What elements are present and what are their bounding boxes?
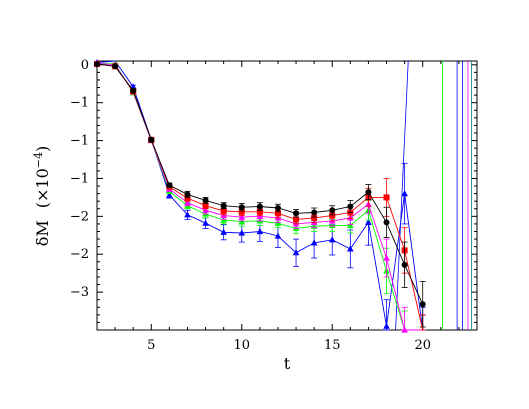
y-axis-title: δM (×10−4)	[32, 146, 52, 247]
data-point	[112, 63, 119, 70]
x-axis-title: t	[284, 354, 291, 373]
y-tick-label: −2	[70, 209, 89, 224]
data-point	[401, 190, 408, 197]
data-point	[383, 254, 390, 261]
y-tick-label: −1	[70, 134, 89, 149]
data-point	[292, 249, 300, 256]
x-tick-label: 20	[414, 338, 431, 353]
data-point	[238, 213, 246, 220]
data-point	[365, 189, 372, 196]
data-point	[311, 214, 318, 221]
y-tick-label: −1	[70, 171, 89, 186]
data-point	[365, 218, 372, 225]
data-point	[347, 203, 354, 210]
data-point	[274, 205, 281, 212]
data-point	[383, 194, 390, 201]
data-point	[94, 61, 100, 68]
series-line	[96, 60, 424, 331]
series-group	[93, 59, 426, 333]
data-point	[184, 199, 191, 206]
data-point	[419, 301, 426, 308]
data-point	[274, 232, 282, 239]
data-point	[220, 202, 227, 209]
plot-frame	[96, 60, 478, 331]
y-axis-title-unit: (×10	[33, 168, 52, 208]
data-point	[202, 219, 209, 226]
data-point	[220, 228, 227, 235]
data-point	[256, 208, 263, 215]
y-tick-label: −1	[70, 96, 89, 111]
data-point	[274, 210, 281, 217]
series-group	[94, 61, 426, 331]
data-point	[256, 227, 264, 235]
x-tick-label: 10	[233, 338, 250, 353]
y-axis-title-main: δM	[33, 220, 52, 246]
data-point	[184, 191, 191, 198]
data-point	[184, 195, 191, 202]
series-group	[94, 61, 426, 328]
data-point	[184, 211, 191, 218]
data-point	[238, 208, 245, 215]
data-point	[202, 197, 209, 204]
data-point	[401, 326, 408, 333]
y-tick-label: −2	[70, 247, 89, 262]
data-point	[383, 322, 390, 329]
y-axis-title-exp: −4	[32, 152, 45, 168]
data-point	[347, 245, 354, 252]
x-tick-label: 15	[324, 338, 341, 353]
data-point	[310, 239, 318, 246]
series-group	[93, 58, 426, 331]
data-point	[202, 206, 209, 213]
series-line	[96, 62, 423, 331]
series-line	[96, 62, 423, 331]
data-point	[238, 229, 246, 236]
series-group	[93, 59, 426, 331]
data-point	[293, 216, 300, 223]
data-series	[93, 58, 426, 333]
x-tick-label: 5	[147, 338, 155, 353]
data-point	[328, 236, 336, 243]
data-point	[329, 207, 336, 214]
data-point	[401, 261, 408, 268]
data-point	[166, 191, 173, 198]
data-point	[220, 208, 227, 215]
y-axis-title-close: )	[33, 146, 52, 152]
data-point	[166, 182, 173, 189]
series-line	[96, 63, 424, 331]
data-point	[202, 202, 209, 209]
data-point	[238, 204, 245, 211]
data-point	[148, 136, 155, 143]
y-tick-label: −3	[70, 285, 89, 300]
data-point	[383, 219, 390, 226]
axis-ticks: 5 10 15 20 0 −1 −1 −1 −2 −2 −3	[70, 58, 478, 353]
series-line	[96, 63, 424, 305]
data-point	[293, 210, 300, 217]
data-point	[311, 209, 318, 216]
data-point	[329, 212, 336, 219]
y-tick-label: 0	[81, 58, 89, 73]
data-point	[256, 203, 263, 210]
data-point	[130, 87, 137, 94]
